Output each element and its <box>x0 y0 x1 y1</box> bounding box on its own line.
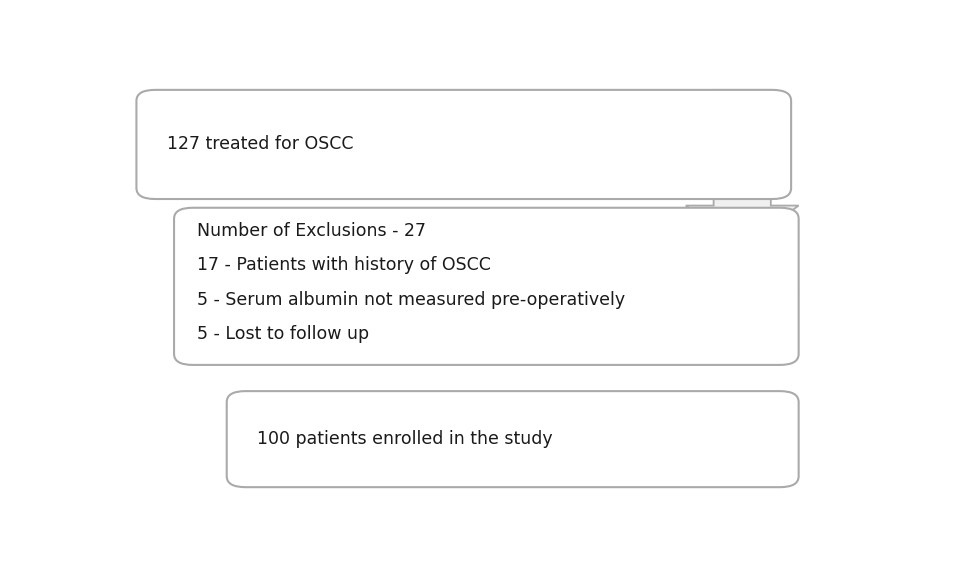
Text: 100 patients enrolled in the study: 100 patients enrolled in the study <box>257 430 552 448</box>
FancyBboxPatch shape <box>174 208 798 365</box>
Text: 5 - Lost to follow up: 5 - Lost to follow up <box>196 325 369 344</box>
Text: 5 - Serum albumin not measured pre-operatively: 5 - Serum albumin not measured pre-opera… <box>196 291 624 309</box>
FancyBboxPatch shape <box>136 90 791 199</box>
FancyBboxPatch shape <box>227 391 799 487</box>
Text: 127 treated for OSCC: 127 treated for OSCC <box>167 136 353 154</box>
Text: Number of Exclusions - 27: Number of Exclusions - 27 <box>196 222 425 240</box>
Polygon shape <box>686 210 798 332</box>
Text: 17 - Patients with history of OSCC: 17 - Patients with history of OSCC <box>196 256 490 274</box>
Polygon shape <box>686 90 798 247</box>
